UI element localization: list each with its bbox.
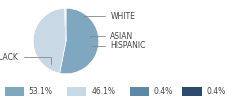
Text: 46.1%: 46.1% xyxy=(91,86,115,96)
Text: BLACK: BLACK xyxy=(0,53,51,64)
Text: 0.4%: 0.4% xyxy=(206,86,226,96)
Text: HISPANIC: HISPANIC xyxy=(92,41,146,50)
Wedge shape xyxy=(33,8,66,73)
FancyBboxPatch shape xyxy=(5,86,24,96)
Text: 53.1%: 53.1% xyxy=(29,86,53,96)
FancyBboxPatch shape xyxy=(182,86,202,96)
Wedge shape xyxy=(65,8,66,41)
Wedge shape xyxy=(64,8,66,41)
Text: WHITE: WHITE xyxy=(84,12,135,21)
Wedge shape xyxy=(60,8,99,74)
FancyBboxPatch shape xyxy=(130,86,149,96)
Text: ASIAN: ASIAN xyxy=(90,32,133,41)
Text: 0.4%: 0.4% xyxy=(154,86,173,96)
FancyBboxPatch shape xyxy=(67,86,86,96)
